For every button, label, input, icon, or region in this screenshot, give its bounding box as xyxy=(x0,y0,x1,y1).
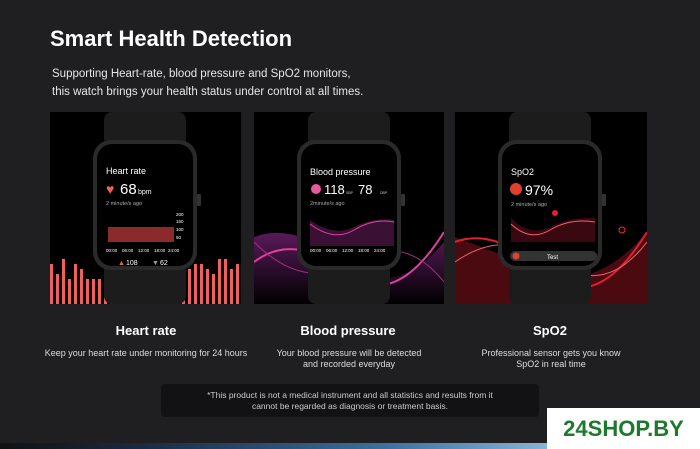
test-button[interactable] xyxy=(510,251,597,261)
svg-text:50: 50 xyxy=(176,235,182,240)
heart-rate-image: Heart rate ♥ 68 bpm 2 minute/s ago 200 15… xyxy=(50,112,241,304)
decor-bar xyxy=(236,264,239,304)
svg-text:06:00: 06:00 xyxy=(326,248,338,253)
decor-bar xyxy=(92,279,95,304)
svg-text:00:00: 00:00 xyxy=(106,248,118,253)
svg-text:DBP: DBP xyxy=(380,191,388,195)
decor-bar xyxy=(194,264,197,304)
svg-text:06:00: 06:00 xyxy=(122,248,134,253)
feature-desc-spo2: Professional sensor gets you know SpO2 in… xyxy=(481,348,621,369)
svg-text:200: 200 xyxy=(176,212,184,217)
svg-text:24:00: 24:00 xyxy=(374,248,386,253)
svg-text:2 minute/s ago: 2 minute/s ago xyxy=(511,202,547,208)
svg-text:18:00: 18:00 xyxy=(358,248,370,253)
svg-text:SpO2: SpO2 xyxy=(511,167,534,177)
svg-text:78: 78 xyxy=(358,182,372,197)
spo2-watch: SpO2 97% 2 minute/s ago Test xyxy=(455,112,647,304)
subtitle-line: this watch brings your health status und… xyxy=(52,86,364,98)
subtitle-line: Supporting Heart-rate, blood pressure an… xyxy=(52,68,351,80)
spo2-image: SpO2 97% 2 minute/s ago Test xyxy=(455,112,647,304)
heart-rate-watch: Heart rate ♥ 68 bpm 2 minute/s ago 200 15… xyxy=(50,112,239,304)
svg-text:▼: ▼ xyxy=(152,260,159,267)
svg-text:108: 108 xyxy=(126,260,138,267)
svg-text:12:00: 12:00 xyxy=(342,248,354,253)
decor-bar xyxy=(206,269,209,304)
blood-pressure-image: Blood pressure 118 SBP 78 DBP 2minute/s … xyxy=(254,112,444,304)
svg-text:12:00: 12:00 xyxy=(138,248,150,253)
decor-bar xyxy=(188,269,191,304)
svg-text:SBP: SBP xyxy=(346,191,354,195)
decor-bar xyxy=(56,274,59,304)
page-title: Smart Health Detection xyxy=(50,26,293,51)
bottom-strip xyxy=(0,443,700,449)
svg-text:24:00: 24:00 xyxy=(168,248,180,253)
svg-text:100: 100 xyxy=(176,227,184,232)
heart-icon: ♥ xyxy=(106,181,114,197)
svg-text:150: 150 xyxy=(176,219,184,224)
hr-value: 68 xyxy=(120,181,137,198)
feature-title-blood-pressure: Blood pressure xyxy=(300,323,396,338)
decor-bar xyxy=(98,279,101,304)
svg-text:Test: Test xyxy=(547,255,558,261)
page-subtitle: Supporting Heart-rate, blood pressure an… xyxy=(52,65,363,101)
svg-text:▲: ▲ xyxy=(118,260,125,267)
svg-text:2minute/s ago: 2minute/s ago xyxy=(310,201,345,207)
svg-text:62: 62 xyxy=(160,260,168,267)
decor-bar xyxy=(230,269,233,304)
decor-bar xyxy=(50,264,53,304)
drop-icon xyxy=(311,184,321,194)
svg-text:97%: 97% xyxy=(525,182,553,198)
decor-bar xyxy=(62,259,65,304)
svg-text:18:00: 18:00 xyxy=(154,248,166,253)
decor-bar xyxy=(218,259,221,304)
svg-text:00:00: 00:00 xyxy=(310,248,322,253)
decor-bar xyxy=(212,274,215,304)
decor-bar xyxy=(224,259,227,304)
screen-heading: Heart rate xyxy=(106,166,146,176)
watermark: 24SHOP.BY xyxy=(547,408,700,449)
feature-title-heart-rate: Heart rate xyxy=(115,323,177,338)
decor-bar xyxy=(74,264,77,304)
decor-bar xyxy=(86,279,89,304)
hr-time: 2 minute/s ago xyxy=(106,201,142,207)
decor-bar xyxy=(68,279,71,304)
disclaimer: *This product is not a medical instrumen… xyxy=(161,384,539,417)
blood-pressure-watch: Blood pressure 118 SBP 78 DBP 2minute/s … xyxy=(254,112,444,304)
blood-cell-icon xyxy=(510,183,522,195)
feature-desc-blood-pressure: Your blood pressure will be detected and … xyxy=(276,348,422,369)
svg-text:118: 118 xyxy=(324,182,345,197)
svg-text:Blood pressure: Blood pressure xyxy=(310,167,371,177)
decor-bar xyxy=(80,269,83,304)
decor-bar xyxy=(200,264,203,304)
feature-desc-heart-rate: Keep your heart rate under monitoring fo… xyxy=(44,348,248,358)
hr-unit: bpm xyxy=(138,189,152,196)
feature-title-spo2: SpO2 xyxy=(533,323,567,338)
